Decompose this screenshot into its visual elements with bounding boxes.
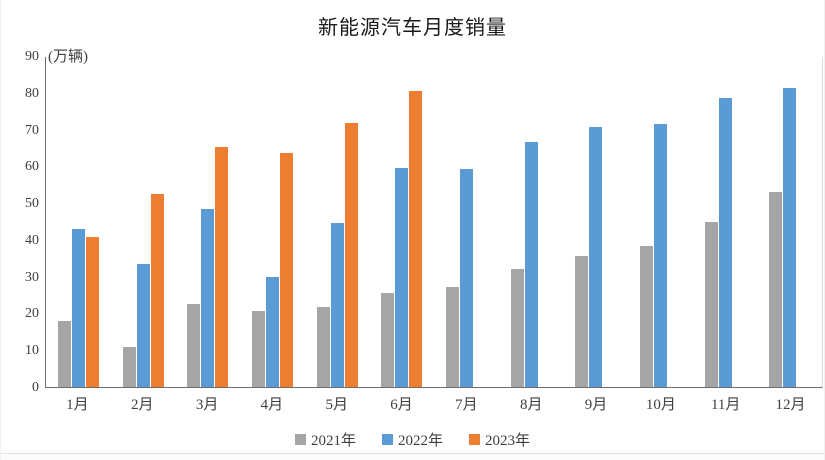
legend: 2021年 2022年 2023年: [1, 429, 824, 450]
bar-group-m8: [499, 57, 564, 387]
x-tick-label-m10: 10月: [645, 397, 676, 413]
x-tick-label-m1: 1月: [66, 397, 89, 413]
window-bottom-edge: [1, 453, 824, 454]
bar-y2023-m3: [215, 146, 229, 387]
bar-group-m5: [305, 57, 370, 387]
chart-title: 新能源汽车月度销量: [318, 17, 507, 39]
bar-y2021-m9: [575, 255, 589, 387]
bar-y2021-m1: [57, 321, 71, 387]
x-tick-label-m3: 3月: [195, 397, 219, 413]
bar-y2023-m1: [85, 236, 99, 387]
bar-y2021-m6: [381, 292, 395, 387]
x-tick-label-m4: 4月: [260, 397, 284, 413]
y-tick-label-60: 60: [25, 159, 39, 175]
bar-y2023-m4: [279, 153, 293, 387]
y-tick-label-90: 90: [25, 49, 39, 64]
bar-y2022-m9: [589, 126, 603, 387]
plot-area: [45, 57, 823, 388]
bar-group-m10: [628, 57, 693, 387]
bar-y2022-m8: [524, 142, 538, 387]
bar-y2023-m6: [409, 90, 423, 387]
bar-groups: [46, 57, 822, 387]
bar-group-m2: [111, 57, 176, 387]
bar-y2022-m6: [395, 167, 409, 387]
bar-y2021-m5: [316, 307, 330, 387]
bar-y2022-m10: [653, 124, 667, 387]
bar-y2022-m2: [136, 264, 150, 387]
y-axis-tick-labels: 0 10 20 30 40 50 60 70 80 90: [1, 0, 39, 400]
bar-group-m6: [369, 57, 434, 387]
x-tick-label-m11: 11月: [710, 397, 741, 413]
legend-item-2023: 2023年: [469, 429, 530, 450]
bar-y2021-m7: [445, 287, 459, 387]
bar-group-m1: [46, 57, 111, 387]
y-tick-label-10: 10: [25, 343, 39, 359]
x-axis-labels: 1月 2月 3月 4月 5月 6月 7月 8月 9月 10月 11月 12月: [45, 393, 823, 414]
legend-item-2022: 2022年: [381, 429, 443, 450]
x-tick-label-m7: 7月: [455, 397, 478, 413]
y-tick-label-20: 20: [25, 306, 39, 322]
bar-y2022-m7: [459, 168, 473, 387]
bar-y2021-m8: [510, 268, 524, 387]
bar-y2021-m11: [704, 221, 718, 387]
bar-y2021-m12: [769, 191, 783, 387]
legend-label: 2022年: [397, 433, 443, 449]
legend-label: 2023年: [485, 433, 531, 449]
bar-group-m11: [693, 57, 758, 387]
bar-y2022-m3: [201, 209, 215, 387]
x-tick-label-m5: 5月: [325, 397, 348, 413]
legend-swatch-icon: [469, 434, 480, 445]
bar-group-m7: [434, 57, 499, 387]
bar-y2021-m2: [122, 346, 136, 387]
x-tick-label-m9: 9月: [584, 397, 608, 413]
y-tick-label-30: 30: [25, 269, 39, 285]
bar-y2023-m5: [344, 123, 358, 387]
x-tick-label-m12: 12月: [775, 397, 806, 413]
bar-group-m3: [175, 57, 240, 387]
bar-y2022-m12: [783, 87, 797, 387]
bar-group-m4: [240, 57, 305, 387]
x-tick-label-m2: 2月: [130, 397, 154, 413]
x-tick-label-m8: 8月: [519, 397, 543, 413]
y-tick-label-50: 50: [25, 196, 39, 212]
bar-y2023-m2: [150, 193, 164, 387]
bar-y2022-m1: [71, 228, 85, 387]
y-tick-label-80: 80: [25, 85, 39, 101]
bar-group-m12: [757, 57, 822, 387]
bar-y2021-m3: [187, 303, 201, 387]
bar-y2022-m11: [718, 97, 732, 387]
y-axis-unit-label: (万辆): [48, 49, 88, 65]
bar-group-m9: [563, 57, 628, 387]
legend-swatch-icon: [294, 434, 306, 445]
bar-y2022-m4: [265, 277, 279, 387]
y-tick-label-0: 0: [32, 380, 39, 395]
bar-y2022-m5: [330, 222, 344, 387]
y-tick-label-70: 70: [25, 122, 39, 138]
bar-y2021-m4: [251, 311, 265, 387]
bar-y2021-m10: [639, 246, 653, 387]
legend-swatch-icon: [381, 434, 393, 445]
legend-label: 2021年: [310, 433, 356, 449]
x-tick-label-m6: 6月: [390, 397, 413, 413]
legend-item-2021: 2021年: [294, 429, 356, 450]
y-tick-label-40: 40: [25, 232, 39, 248]
window-bottom-fill: [1, 454, 824, 460]
